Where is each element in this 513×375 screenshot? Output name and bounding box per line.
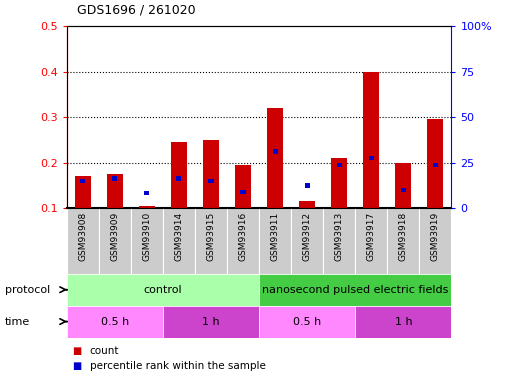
Bar [144,191,149,195]
Bar [267,108,283,208]
Bar [163,208,195,274]
Text: GSM93914: GSM93914 [174,211,184,261]
Bar [323,208,355,274]
Bar [433,163,438,167]
Bar [67,208,98,274]
Bar [203,140,219,208]
Bar [305,183,310,188]
Bar [163,306,259,338]
Bar [396,163,411,208]
Bar [80,178,85,183]
Bar [131,208,163,274]
Text: GSM93913: GSM93913 [334,211,344,261]
Text: ■: ■ [72,346,81,355]
Text: GSM93912: GSM93912 [303,211,312,261]
Text: GSM93911: GSM93911 [270,211,280,261]
Bar [75,176,91,208]
Bar [427,120,443,208]
Bar [337,163,342,167]
Bar [363,72,379,208]
Text: protocol: protocol [5,285,50,295]
Bar [67,306,163,338]
Text: percentile rank within the sample: percentile rank within the sample [90,361,266,370]
Text: GSM93917: GSM93917 [367,211,376,261]
Bar [387,208,420,274]
Bar [272,149,278,154]
Bar [369,156,374,160]
Bar [355,208,387,274]
Bar [259,274,451,306]
Text: time: time [5,316,30,327]
Bar [420,208,451,274]
Bar [291,208,323,274]
Text: 0.5 h: 0.5 h [101,316,129,327]
Bar [139,206,155,208]
Text: nanosecond pulsed electric fields: nanosecond pulsed electric fields [262,285,448,295]
Bar [107,174,123,208]
Bar [176,176,182,181]
Text: GSM93916: GSM93916 [239,211,248,261]
Text: count: count [90,346,120,355]
Text: GSM93918: GSM93918 [399,211,408,261]
Bar [355,306,451,338]
Bar [112,176,117,181]
Bar [235,165,251,208]
Bar [241,190,246,195]
Bar [208,178,213,183]
Bar [171,142,187,208]
Text: 1 h: 1 h [394,316,412,327]
Text: 1 h: 1 h [202,316,220,327]
Bar [227,208,259,274]
Text: GSM93908: GSM93908 [78,211,87,261]
Bar [67,274,259,306]
Bar [259,306,355,338]
Bar [195,208,227,274]
Text: GDS1696 / 261020: GDS1696 / 261020 [77,4,195,17]
Bar [259,208,291,274]
Text: GSM93919: GSM93919 [431,211,440,261]
Bar [98,208,131,274]
Text: control: control [144,285,182,295]
Text: GSM93915: GSM93915 [206,211,215,261]
Text: ■: ■ [72,361,81,370]
Text: 0.5 h: 0.5 h [293,316,321,327]
Bar [299,201,315,208]
Bar [401,188,406,192]
Bar [331,158,347,208]
Text: GSM93909: GSM93909 [110,211,120,261]
Text: GSM93910: GSM93910 [142,211,151,261]
